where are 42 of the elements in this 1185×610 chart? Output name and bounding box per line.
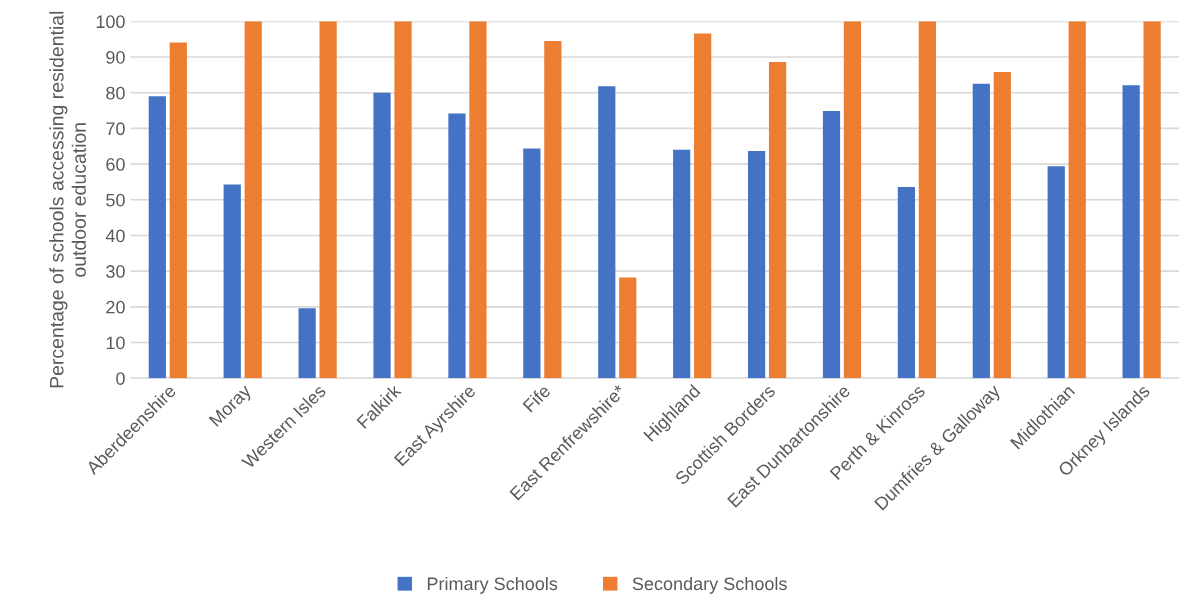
y-tick-label: 20 <box>106 300 125 314</box>
bar <box>1047 166 1065 379</box>
bar <box>169 42 187 379</box>
bar <box>298 308 316 379</box>
bar <box>319 21 337 379</box>
bar <box>1122 85 1140 379</box>
y-tick-label: 70 <box>106 122 125 136</box>
bar <box>993 72 1011 379</box>
y-tick-label: 30 <box>106 265 125 278</box>
bar <box>223 184 241 379</box>
legend-label: Primary Schools <box>427 576 558 594</box>
bar <box>598 86 616 379</box>
y-tick-label: 60 <box>106 158 125 171</box>
bar <box>1143 21 1161 379</box>
bar <box>469 21 487 379</box>
y-tick-label: 100 <box>96 15 125 29</box>
bar <box>822 110 841 379</box>
bar <box>897 186 916 379</box>
y-axis-title: Percentage of schools accessing residential outdoor education <box>49 11 86 388</box>
bar <box>394 21 412 379</box>
bar <box>694 33 712 379</box>
y-tick-label: 90 <box>106 50 125 64</box>
y-tick-label: 40 <box>105 229 125 243</box>
y-tick-label: 10 <box>106 336 125 350</box>
bar <box>747 150 766 379</box>
bar <box>244 21 262 379</box>
bar <box>1068 21 1086 379</box>
bar <box>673 149 691 379</box>
legend-label: Secondary Schools <box>632 576 787 594</box>
bar <box>523 148 541 379</box>
bar <box>972 83 990 379</box>
y-tick-label: 0 <box>116 372 125 385</box>
bar <box>148 96 166 379</box>
y-tick-label: 80 <box>106 86 125 100</box>
bar <box>373 92 391 379</box>
bar <box>768 62 787 379</box>
bar <box>619 277 637 379</box>
y-tick-label: 50 <box>106 193 125 207</box>
bar <box>448 113 466 379</box>
bar <box>843 21 862 379</box>
bar <box>544 40 562 379</box>
bar <box>918 21 936 379</box>
